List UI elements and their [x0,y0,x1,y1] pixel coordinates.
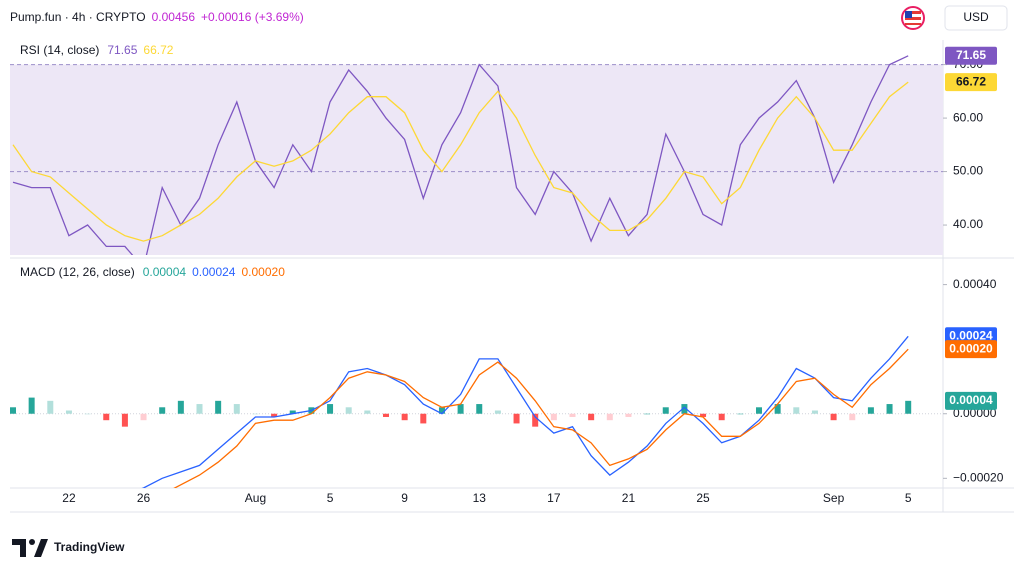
x-tick-label: 9 [401,491,408,505]
header: Pump.fun · 4h · CRYPTO 0.00456 +0.00016 … [10,5,1008,31]
x-tick-label: Sep [823,491,845,505]
histogram-bar [84,413,91,415]
price-change: +0.00016 (+3.69%) [201,10,304,24]
x-tick-label: Aug [245,491,266,505]
histogram-bar [103,413,110,421]
histogram-bar [793,407,800,414]
legend-value: 0.00004 [143,265,187,279]
histogram-bar [438,407,445,414]
price: 0.00456 [152,10,196,24]
y-tick-label: 40.00 [953,217,983,231]
series-line [12,81,909,242]
histogram-bar [159,407,166,414]
histogram-bar [662,407,669,414]
pane-title: RSI (14, close) [20,43,99,57]
x-tick-label: 5 [327,491,334,505]
histogram-bar [252,413,259,415]
y-tick-label: 0.00040 [953,277,997,291]
price-tag-label: 0.00004 [949,393,993,407]
histogram-bar [271,413,278,417]
price-tag-label: 71.65 [956,48,986,62]
histogram-bar [327,404,334,414]
currency-button[interactable] [944,5,1008,31]
histogram-bar [681,404,688,414]
histogram-bar [121,413,128,427]
price-tag-label: 0.00024 [949,328,993,342]
logo: TradingView [12,539,125,557]
y-tick-label: 50.00 [953,164,983,178]
histogram-bar [10,407,16,414]
histogram-bar [420,413,427,424]
histogram-bar [364,410,371,414]
flag-icon[interactable] [901,6,925,30]
histogram-bar [457,404,464,414]
histogram-bar [532,413,539,427]
histogram-bar [140,413,147,421]
histogram-bar [569,413,576,417]
histogram-bar [401,413,408,421]
histogram-bar [886,404,893,414]
histogram-bar [476,404,483,414]
x-tick-label: 21 [622,491,636,505]
histogram-bar [774,404,781,414]
series-line [173,348,909,488]
currency[interactable]: USD [963,10,989,24]
symbol: Pump.fun · 4h · CRYPTO [10,10,146,24]
histogram-bar [588,413,595,421]
histogram-bar [718,413,725,421]
histogram-bar [830,413,837,421]
histogram-bar [177,400,184,414]
histogram-bar [233,404,240,414]
legend-value: 66.72 [143,43,173,57]
x-tick-label: 13 [473,491,487,505]
histogram-bar [289,410,296,414]
histogram-bar [345,407,352,414]
histogram-bar [849,413,856,421]
series-line [12,55,909,255]
legend-value: 71.65 [107,43,137,57]
histogram-bar [737,413,744,415]
histogram-bar [47,400,54,414]
histogram-bar [867,407,874,414]
histogram-bar [606,413,613,421]
histogram-bar [196,404,203,414]
histogram-bar [625,413,632,417]
price-tag-label: 66.72 [956,74,986,88]
price-tag [945,391,997,410]
legend-value: 0.00024 [192,265,236,279]
histogram-bar [644,413,651,415]
x-tick-label: 26 [137,491,151,505]
histogram-bar [756,407,762,414]
x-tick-label: 5 [905,491,912,505]
histogram-bar [811,410,818,414]
y-tick-label: −0.00020 [953,470,1004,484]
histogram-bar [383,413,389,417]
series-line [141,335,909,488]
histogram-bar [494,410,501,414]
price-tag [945,46,997,65]
histogram-bar [215,400,222,414]
rsi-band [10,64,943,255]
histogram-bar [700,413,707,417]
price-tag [945,340,997,359]
histogram-bar [905,400,912,414]
histogram-bar [513,413,520,424]
price-tag [945,73,997,92]
y-tick-label: 60.00 [953,110,983,124]
x-tick-label: 22 [62,491,76,505]
histogram-bar [65,410,72,414]
price-tag-label: 0.00020 [949,341,993,355]
x-tick-label: 25 [696,491,710,505]
histogram-bar [28,397,35,414]
x-tick-label: 17 [547,491,561,505]
histogram-bar [550,413,557,421]
legend-value: 0.00020 [241,265,285,279]
pane-title: MACD (12, 26, close) [20,265,135,279]
logo-text: TradingView [54,540,125,554]
